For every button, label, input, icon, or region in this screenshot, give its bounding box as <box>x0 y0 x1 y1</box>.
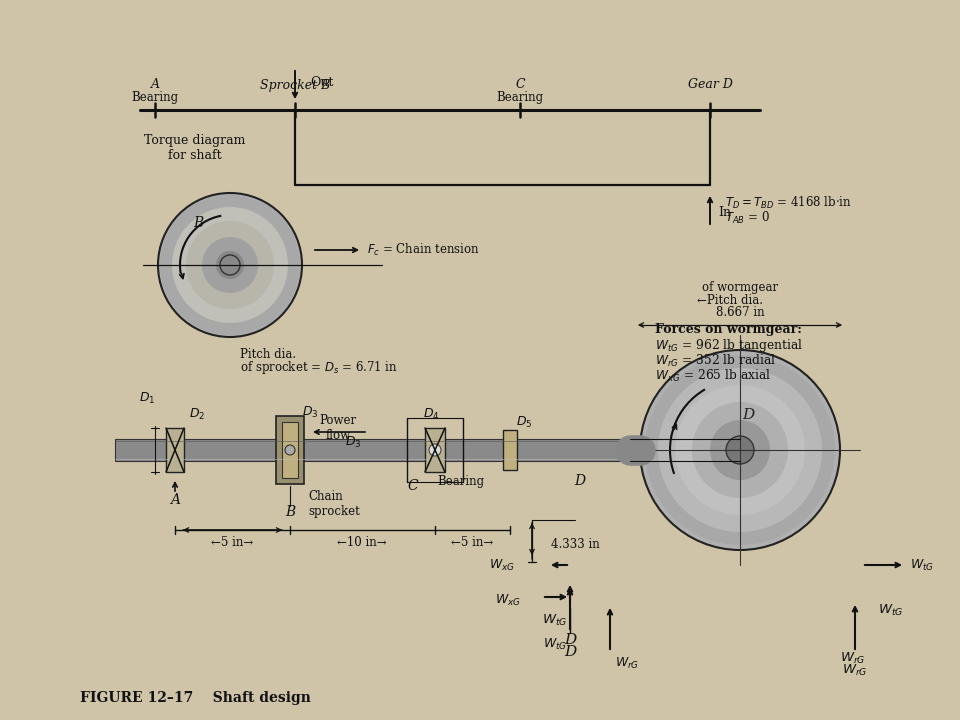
Text: Gear D: Gear D <box>687 78 732 91</box>
Bar <box>276 416 304 484</box>
Text: $D_2$: $D_2$ <box>189 407 205 421</box>
Text: D: D <box>574 474 586 488</box>
Bar <box>425 428 445 472</box>
Text: of sprocket = $D_s$ = 6.71 in: of sprocket = $D_s$ = 6.71 in <box>240 359 398 377</box>
Text: Forces on wormgear:: Forces on wormgear: <box>655 323 802 336</box>
Text: Bearing: Bearing <box>496 91 543 104</box>
Circle shape <box>172 207 288 323</box>
Text: FIGURE 12–17    Shaft design: FIGURE 12–17 Shaft design <box>80 691 311 705</box>
Text: Bearing: Bearing <box>132 91 179 104</box>
Text: Power
flow: Power flow <box>320 414 356 442</box>
Text: $W_{tG}$: $W_{tG}$ <box>910 557 934 572</box>
Text: D: D <box>564 645 576 659</box>
Bar <box>166 428 184 472</box>
Circle shape <box>285 445 295 455</box>
Text: $D_5$: $D_5$ <box>516 415 532 430</box>
Bar <box>115 439 630 461</box>
Text: In: In <box>718 207 731 220</box>
Text: Bearing: Bearing <box>437 475 484 488</box>
Text: $W_{tG}$: $W_{tG}$ <box>543 636 567 652</box>
Text: $W_{xG}$ = 265 lb axial: $W_{xG}$ = 265 lb axial <box>655 368 771 384</box>
Text: $T_D = T_{BD}$ = 4168 lb·in: $T_D = T_{BD}$ = 4168 lb·in <box>725 195 852 211</box>
Text: 8.667 in: 8.667 in <box>716 305 764 318</box>
Text: D: D <box>742 408 755 422</box>
Circle shape <box>216 251 244 279</box>
Text: $W_{rG}$: $W_{rG}$ <box>615 655 639 670</box>
Circle shape <box>220 255 240 275</box>
Text: $W_{xG}$: $W_{xG}$ <box>489 557 515 572</box>
Text: Pitch dia.: Pitch dia. <box>240 348 296 361</box>
Circle shape <box>429 444 441 456</box>
Text: $W_{rG}$: $W_{rG}$ <box>842 662 868 678</box>
Text: $W_{tG}$ = 962 lb tangential: $W_{tG}$ = 962 lb tangential <box>655 338 804 354</box>
Circle shape <box>726 436 754 464</box>
Text: ←10 in→: ←10 in→ <box>337 536 387 549</box>
Text: $W_{rG}$ = 352 lb radial: $W_{rG}$ = 352 lb radial <box>655 353 777 369</box>
Text: $W_{tG}$: $W_{tG}$ <box>878 603 903 618</box>
Circle shape <box>158 193 302 337</box>
Text: $D_4$: $D_4$ <box>422 407 440 421</box>
Text: Out: Out <box>310 76 333 89</box>
Circle shape <box>710 420 770 480</box>
Text: C: C <box>516 78 525 91</box>
Circle shape <box>645 355 835 545</box>
Circle shape <box>675 385 805 515</box>
Text: B: B <box>285 505 295 519</box>
Text: $W_{tG}$: $W_{tG}$ <box>542 613 567 628</box>
Text: $D_3$: $D_3$ <box>301 405 319 420</box>
Text: ←Pitch dia.: ←Pitch dia. <box>697 294 763 307</box>
Text: $D_1$: $D_1$ <box>139 390 156 405</box>
Circle shape <box>692 402 788 498</box>
Bar <box>282 422 298 478</box>
Circle shape <box>202 237 258 293</box>
Text: of wormgear: of wormgear <box>702 282 778 294</box>
Bar <box>503 430 517 470</box>
Text: Chain
sprocket: Chain sprocket <box>308 490 360 518</box>
Circle shape <box>160 195 300 335</box>
Text: $F_c$ = Chain tension: $F_c$ = Chain tension <box>367 242 480 258</box>
Text: C: C <box>408 479 419 493</box>
Text: $T_{AB}$ = 0: $T_{AB}$ = 0 <box>725 210 770 226</box>
Text: A: A <box>170 493 180 507</box>
Text: ←5 in→: ←5 in→ <box>451 536 493 549</box>
Circle shape <box>658 368 822 532</box>
Text: $D_3$: $D_3$ <box>345 434 362 449</box>
Text: 4.333 in: 4.333 in <box>551 539 599 552</box>
Text: D: D <box>564 633 576 647</box>
Text: A: A <box>151 78 159 91</box>
Text: B: B <box>193 216 204 230</box>
Text: $W_{rG}$: $W_{rG}$ <box>840 650 866 665</box>
Circle shape <box>186 221 274 309</box>
Circle shape <box>640 350 840 550</box>
Text: ←5 in→: ←5 in→ <box>211 536 253 549</box>
Text: $W_{xG}$: $W_{xG}$ <box>495 593 521 608</box>
Text: Sprocket B: Sprocket B <box>260 78 330 91</box>
Text: Torque diagram
for shaft: Torque diagram for shaft <box>144 134 246 162</box>
